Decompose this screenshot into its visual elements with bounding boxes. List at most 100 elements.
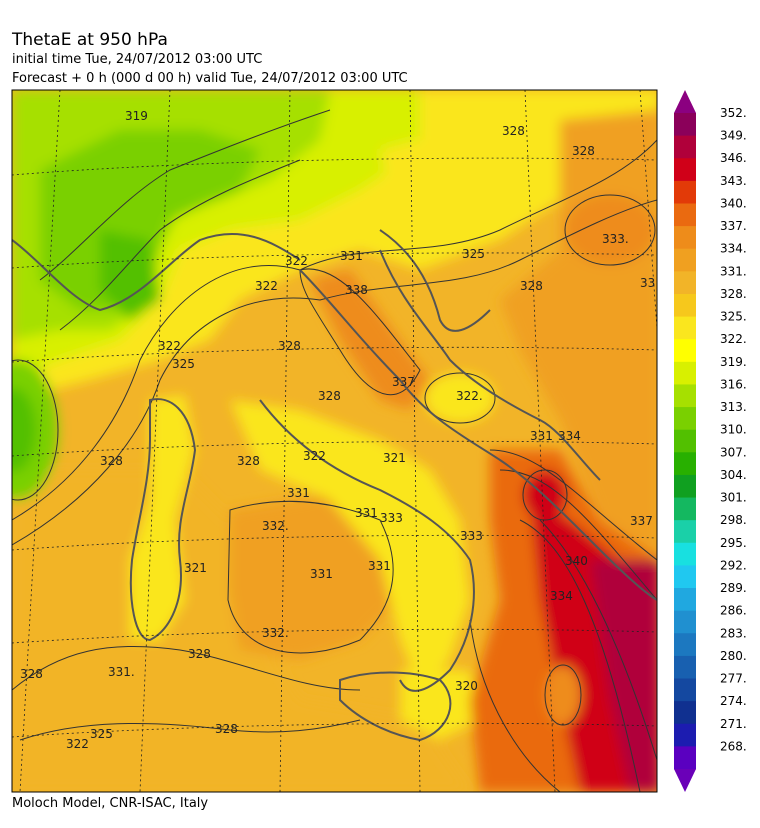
contour-label: 332. bbox=[262, 519, 289, 533]
colorbar-swatch bbox=[674, 542, 696, 566]
contour-label: 331 bbox=[310, 567, 333, 581]
contour-label: 328 bbox=[20, 667, 43, 681]
colorbar-swatch bbox=[674, 361, 696, 385]
colorbar-level-label: 301. bbox=[720, 491, 747, 505]
colorbar-level-label: 298. bbox=[720, 513, 747, 527]
contour-label: 337 bbox=[630, 514, 653, 528]
colorbar-level-label: 292. bbox=[720, 558, 747, 572]
colorbar-bottom-arrow bbox=[674, 769, 696, 792]
colorbar-level-label: 274. bbox=[720, 694, 747, 708]
colorbar-swatch bbox=[674, 701, 696, 725]
colorbar-level-label: 316. bbox=[720, 377, 747, 391]
contour-label: 331 bbox=[640, 276, 663, 290]
contour-label: 328 bbox=[215, 722, 238, 736]
contour-label: 328 bbox=[572, 144, 595, 158]
contour-label: 328 bbox=[100, 454, 123, 468]
colorbar-level-label: 349. bbox=[720, 129, 747, 143]
contour-label: 328 bbox=[278, 339, 301, 353]
colorbar-swatch bbox=[674, 293, 696, 318]
colorbar-level-label: 325. bbox=[720, 310, 747, 324]
contour-label: 338 bbox=[345, 283, 368, 297]
contour-label: 322 bbox=[255, 279, 278, 293]
map-area[interactable]: 319 328 328 333. 331 325 328 322 331 322 338 322 325… bbox=[0, 90, 690, 792]
colorbar-swatch bbox=[674, 610, 696, 634]
map-frame bbox=[11, 89, 658, 793]
colorbar-swatch bbox=[674, 565, 696, 589]
colorbar-swatch bbox=[674, 180, 696, 204]
colorbar-level-label: 289. bbox=[720, 581, 747, 595]
contour-label: 328 bbox=[318, 389, 341, 403]
colorbar-swatch bbox=[674, 452, 696, 476]
colorbar-level-label: 343. bbox=[720, 174, 747, 188]
contour-label: 331 bbox=[355, 506, 378, 520]
colorbar-swatch bbox=[674, 339, 696, 363]
colorbar-level-label: 295. bbox=[720, 536, 747, 550]
contour-label: 331 bbox=[340, 249, 363, 263]
contour-label: 328 bbox=[502, 124, 525, 138]
colorbar-swatch bbox=[674, 248, 696, 272]
colorbar-level-label: 277. bbox=[720, 672, 747, 686]
colorbar-level-label: 286. bbox=[720, 604, 747, 618]
colorbar-level-label: 268. bbox=[720, 739, 747, 753]
contour-label: 321 bbox=[383, 451, 406, 465]
contour-label: 334 bbox=[550, 589, 573, 603]
contour-label: 322 bbox=[303, 449, 326, 463]
contour-label: 332. bbox=[262, 626, 289, 640]
colorbar: 352. 349. 346. 343. 340. 337. 334. 331. 328. 325.… bbox=[674, 90, 747, 792]
forecast-valid-text: Forecast + 0 h (000 d 00 h) valid Tue, 2… bbox=[12, 71, 408, 86]
colorbar-level-label: 337. bbox=[720, 219, 747, 233]
colorbar-swatch bbox=[674, 316, 696, 340]
colorbar-level-label: 322. bbox=[720, 332, 747, 346]
contour-label: 340 bbox=[565, 554, 588, 568]
colorbar-swatch bbox=[674, 678, 696, 702]
colorbar-level-label: 346. bbox=[720, 151, 747, 165]
contour-label: 337 bbox=[392, 375, 415, 389]
colorbar-swatch bbox=[674, 203, 696, 227]
contour-label: 319 bbox=[125, 109, 148, 123]
colorbar-swatch bbox=[674, 384, 696, 408]
contour-label: 328 bbox=[237, 454, 260, 468]
colorbar-swatch bbox=[674, 271, 696, 295]
contour-label: 325 bbox=[172, 357, 195, 371]
contour-label: 331. bbox=[108, 665, 135, 679]
contour-label: 328 bbox=[520, 279, 543, 293]
contour-label: 322 bbox=[285, 254, 308, 268]
contour-label: 331 bbox=[287, 486, 310, 500]
colorbar-level-label: 283. bbox=[720, 626, 747, 640]
contour-label: 325 bbox=[462, 247, 485, 261]
colorbar-level-label: 313. bbox=[720, 400, 747, 414]
contour-label: 322. bbox=[456, 389, 483, 403]
colorbar-swatch bbox=[674, 588, 696, 612]
colorbar-level-label: 331. bbox=[720, 264, 747, 278]
colorbar-swatch bbox=[674, 497, 696, 521]
colorbar-swatch bbox=[674, 633, 696, 657]
colorbar-top-arrow bbox=[674, 90, 696, 113]
colorbar-level-label: 319. bbox=[720, 355, 747, 369]
contour-label: 333 bbox=[460, 529, 483, 543]
model-credit: Moloch Model, CNR-ISAC, Italy bbox=[12, 796, 209, 811]
colorbar-swatch bbox=[674, 474, 696, 499]
colorbar-swatch bbox=[674, 158, 696, 182]
colorbar-swatch bbox=[674, 655, 696, 680]
contour-labels: 319 328 328 333. 331 325 328 322 331 322 338 322 325… bbox=[20, 109, 663, 751]
contour-label: 322 bbox=[158, 339, 181, 353]
colorbar-level-label: 280. bbox=[720, 649, 747, 663]
contour-label: 322 bbox=[66, 737, 89, 751]
colorbar-level-label: 304. bbox=[720, 468, 747, 482]
contour-label: 333 bbox=[380, 511, 403, 525]
contour-label: 333. bbox=[602, 232, 629, 246]
contour-label: 320 bbox=[455, 679, 478, 693]
contour-label: 331 bbox=[530, 429, 553, 443]
contour-label: 334 bbox=[558, 429, 581, 443]
colorbar-swatch bbox=[674, 723, 696, 747]
colorbar-swatch bbox=[674, 429, 696, 453]
contour-label: 331 bbox=[368, 559, 391, 573]
colorbar-swatch bbox=[674, 226, 696, 250]
chart-title: ThetaE at 950 hPa bbox=[12, 30, 168, 50]
colorbar-swatch bbox=[674, 135, 696, 159]
contour-label: 321 bbox=[184, 561, 207, 575]
colorbar-level-label: 328. bbox=[720, 287, 747, 301]
colorbar-swatch bbox=[674, 746, 696, 770]
colorbar-level-label: 340. bbox=[720, 196, 747, 210]
